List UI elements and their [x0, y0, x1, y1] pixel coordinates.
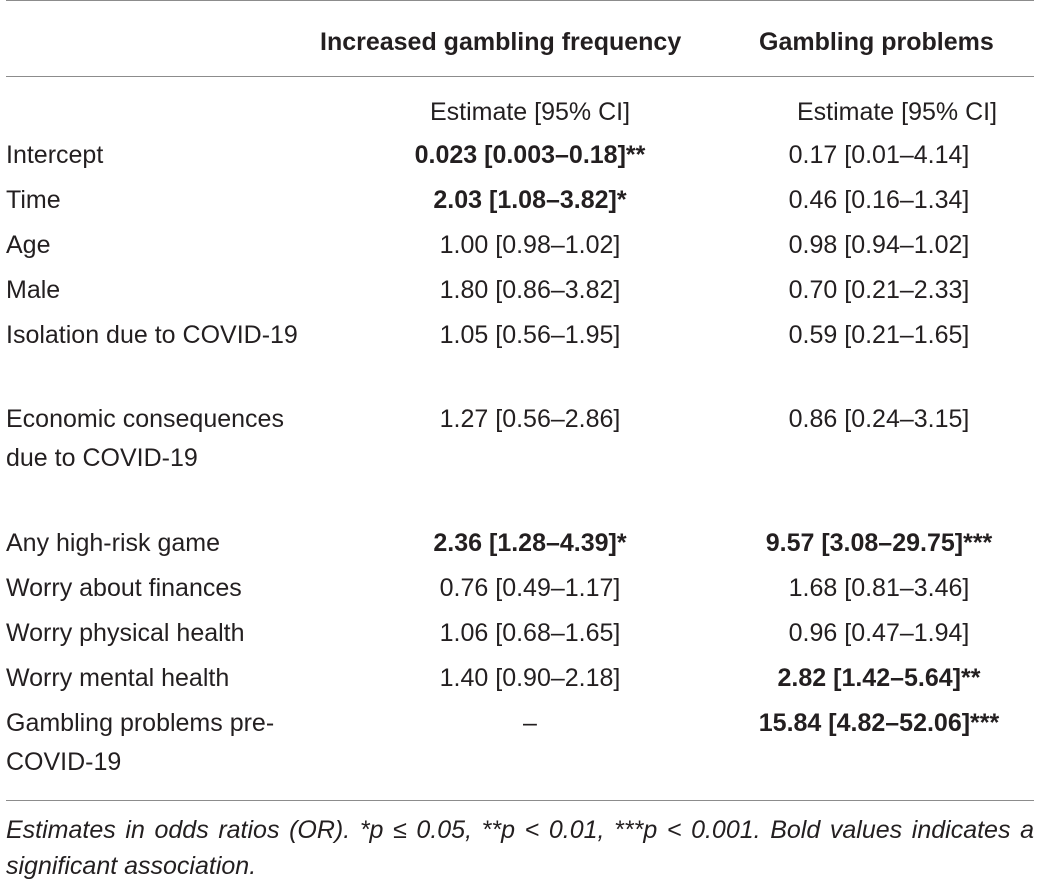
- cell-frequency-estimate: 1.05 [0.56–1.95]: [439, 321, 621, 349]
- cell-problems-estimate: 15.84 [4.82–52.06]***: [758, 709, 1000, 737]
- cell-problems-estimate: 0.46 [0.16–1.34]: [788, 186, 970, 214]
- cell-frequency-estimate: 0.76 [0.49–1.17]: [439, 574, 621, 602]
- table-row: Economic consequences due to COVID-19 1.…: [6, 400, 1018, 524]
- cell-frequency-estimate: 1.40 [0.90–2.18]: [439, 664, 621, 692]
- cell-frequency-estimate: –: [523, 709, 537, 737]
- row-variable-label: Time: [6, 186, 61, 214]
- cell-frequency-estimate: 1.80 [0.86–3.82]: [439, 276, 621, 304]
- cell-frequency-estimate: 1.00 [0.98–1.02]: [439, 231, 621, 259]
- table-row: Worry mental health 1.40 [0.90–2.18] 2.8…: [6, 659, 1018, 704]
- row-variable-label: Gambling problems pre-COVID-19: [6, 709, 275, 776]
- subheader-problems: Estimate [95% CI]: [796, 98, 998, 126]
- bottom-rule: [6, 800, 1034, 801]
- column-header-frequency: Increased gambling frequency: [320, 28, 682, 56]
- cell-problems-estimate: 2.82 [1.42–5.64]**: [777, 664, 981, 692]
- cell-frequency-estimate: 2.36 [1.28–4.39]*: [433, 529, 627, 557]
- table-row: Isolation due to COVID-19 1.05 [0.56–1.9…: [6, 316, 1018, 400]
- row-variable-label: Age: [6, 231, 51, 259]
- top-rule: [6, 0, 1034, 1]
- subheader-frequency: Estimate [95% CI]: [429, 98, 631, 126]
- cell-problems-estimate: 0.98 [0.94–1.02]: [788, 231, 970, 259]
- row-variable-label: Worry about finances: [6, 574, 242, 602]
- table-footnote: Estimates in odds ratios (OR). *p ≤ 0.05…: [6, 816, 1034, 880]
- table-row: Gambling problems pre-COVID-19 – 15.84 […: [6, 704, 1018, 788]
- column-header-problems: Gambling problems: [759, 28, 994, 56]
- results-table-body: Intercept 0.023 [0.003–0.18]** 0.17 [0.0…: [6, 136, 1018, 788]
- cell-problems-estimate: 1.68 [0.81–3.46]: [788, 574, 970, 602]
- cell-problems-estimate: 0.96 [0.47–1.94]: [788, 619, 970, 647]
- cell-problems-estimate: 0.59 [0.21–1.65]: [788, 321, 970, 349]
- table-row: Male 1.80 [0.86–3.82] 0.70 [0.21–2.33]: [6, 271, 1018, 316]
- cell-frequency-estimate: 1.27 [0.56–2.86]: [439, 405, 621, 433]
- row-variable-label: Any high-risk game: [6, 529, 220, 557]
- cell-problems-estimate: 0.86 [0.24–3.15]: [788, 405, 970, 433]
- results-table: Intercept 0.023 [0.003–0.18]** 0.17 [0.0…: [6, 136, 1018, 788]
- row-variable-label: Male: [6, 276, 61, 304]
- row-variable-label: Worry physical health: [6, 619, 245, 647]
- table-row: Age 1.00 [0.98–1.02] 0.98 [0.94–1.02]: [6, 226, 1018, 271]
- row-variable-label: Isolation due to COVID-19: [6, 321, 298, 349]
- cell-frequency-estimate: 0.023 [0.003–0.18]**: [414, 141, 646, 169]
- table-row: Time 2.03 [1.08–3.82]* 0.46 [0.16–1.34]: [6, 181, 1018, 226]
- cell-frequency-estimate: 1.06 [0.68–1.65]: [439, 619, 621, 647]
- header-rule: [6, 76, 1034, 77]
- row-variable-label: Economic consequences due to COVID-19: [6, 405, 284, 472]
- table-row: Worry about finances 0.76 [0.49–1.17] 1.…: [6, 569, 1018, 614]
- table-row: Intercept 0.023 [0.003–0.18]** 0.17 [0.0…: [6, 136, 1018, 181]
- table-row: Worry physical health 1.06 [0.68–1.65] 0…: [6, 614, 1018, 659]
- cell-frequency-estimate: 2.03 [1.08–3.82]*: [433, 186, 627, 214]
- cell-problems-estimate: 0.70 [0.21–2.33]: [788, 276, 970, 304]
- row-variable-label: Intercept: [6, 141, 104, 169]
- row-variable-label: Worry mental health: [6, 664, 230, 692]
- table-row: Any high-risk game 2.36 [1.28–4.39]* 9.5…: [6, 524, 1018, 569]
- cell-problems-estimate: 9.57 [3.08–29.75]***: [765, 529, 993, 557]
- cell-problems-estimate: 0.17 [0.01–4.14]: [788, 141, 970, 169]
